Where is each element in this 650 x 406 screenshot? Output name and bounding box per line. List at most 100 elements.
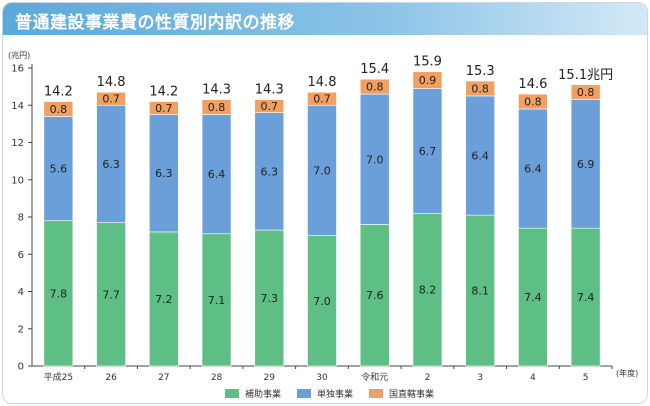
total-label-26: 14.8: [97, 75, 126, 90]
x-tick-label-平成25: 平成25: [44, 371, 73, 383]
x-tick-label-2: 2: [425, 373, 431, 383]
y-tick-label-16: 16: [11, 64, 24, 75]
total-label-4: 14.6: [518, 77, 547, 92]
value-label-国直轄事業-30: 0.7: [313, 93, 331, 106]
legend-swatch-hojo: [225, 389, 239, 398]
value-label-国直轄事業-平成25: 0.8: [50, 103, 68, 116]
value-label-単独事業-4: 6.4: [524, 163, 542, 176]
y-tick-label-10: 10: [11, 175, 24, 186]
value-label-補助事業-27: 7.2: [155, 293, 173, 306]
total-label-27: 14.2: [149, 85, 178, 100]
value-label-国直轄事業-26: 0.7: [102, 93, 120, 106]
value-label-補助事業-2: 8.2: [419, 284, 437, 297]
value-label-国直轄事業-5: 0.8: [577, 86, 595, 99]
value-label-補助事業-4: 7.4: [524, 291, 542, 304]
value-label-補助事業-平成25: 7.8: [50, 287, 68, 300]
y-tick-label-2: 2: [18, 324, 24, 335]
value-label-単独事業-26: 6.3: [102, 158, 120, 171]
x-tick-label-3: 3: [477, 373, 483, 383]
value-label-補助事業-5: 7.4: [577, 291, 595, 304]
value-label-国直轄事業-4: 0.8: [524, 96, 542, 109]
y-tick-label-4: 4: [18, 287, 24, 298]
value-label-国直轄事業-3: 0.8: [471, 82, 489, 95]
total-label-令和元: 15.4: [360, 62, 389, 77]
bar-補助事業-平成25: [43, 220, 74, 367]
value-label-補助事業-3: 8.1: [471, 285, 489, 298]
value-label-国直轄事業-令和元: 0.8: [366, 81, 384, 94]
bar-単独事業-29: [254, 112, 285, 231]
legend-swatch-tandoku: [297, 389, 312, 398]
bar-国直轄事業-5: [570, 84, 601, 100]
total-label-2: 15.9: [413, 55, 442, 70]
bar-補助事業-30: [307, 235, 337, 367]
total-label-29: 14.3: [255, 83, 284, 98]
value-label-単独事業-30: 7.0: [313, 164, 331, 177]
value-label-国直轄事業-28: 0.8: [208, 101, 226, 114]
bar-国直轄事業-27: [149, 101, 179, 115]
total-label-3: 15.3: [466, 64, 495, 79]
x-tick-label-26: 26: [105, 373, 117, 383]
value-label-補助事業-28: 7.1: [208, 294, 226, 307]
y-tick-label-14: 14: [11, 101, 24, 112]
chart-title: 普通建設事業費の性質別内訳の推移: [15, 13, 295, 33]
bar-補助事業-27: [149, 231, 179, 367]
bar-単独事業-27: [149, 114, 179, 233]
bar-補助事業-28: [201, 233, 232, 367]
total-label-28: 14.3: [202, 83, 231, 98]
x-tick-label-27: 27: [158, 373, 169, 383]
legend-item-tandoku: 単独事業: [297, 387, 353, 400]
bar-国直轄事業-平成25: [43, 101, 74, 117]
value-label-国直轄事業-2: 0.9: [419, 74, 437, 87]
y-axis-unit-label: (兆円): [8, 50, 30, 60]
bar-国直轄事業-28: [201, 99, 232, 115]
value-label-単独事業-2: 6.7: [419, 145, 437, 158]
bar-国直轄事業-30: [307, 91, 337, 106]
y-tick-label-8: 8: [18, 213, 24, 224]
total-label-30: 14.8: [308, 75, 337, 90]
bar-国直轄事業-3: [465, 80, 495, 97]
bar-国直轄事業-2: [412, 71, 443, 89]
bar-補助事業-5: [570, 227, 601, 367]
value-label-単独事業-5: 6.9: [577, 158, 595, 171]
bar-国直轄事業-令和元: [359, 78, 390, 95]
legend-item-hojo: 補助事業: [225, 387, 281, 400]
value-label-単独事業-令和元: 7.0: [366, 153, 384, 166]
x-axis-unit-label: (年度): [616, 368, 638, 378]
bar-単独事業-3: [465, 95, 495, 216]
bar-単独事業-2: [412, 88, 443, 214]
legend-label-chokkatsu: 国直轄事業: [389, 390, 435, 400]
y-tick-label-0: 0: [18, 362, 24, 373]
legend-label-tandoku: 単独事業: [317, 390, 354, 400]
x-tick-label-5: 5: [583, 373, 589, 383]
legend: 補助事業 単独事業 国直轄事業: [225, 387, 450, 400]
y-tick-label-12: 12: [11, 138, 24, 149]
bar-単独事業-28: [201, 114, 232, 235]
value-label-単独事業-3: 6.4: [471, 150, 489, 163]
bar-単独事業-5: [570, 99, 601, 229]
title-bar: 普通建設事業費の性質別内訳の推移: [3, 3, 647, 35]
bar-単独事業-令和元: [359, 93, 390, 225]
bar-補助事業-3: [465, 214, 495, 367]
bar-補助事業-2: [412, 212, 443, 367]
bar-国直轄事業-26: [96, 91, 126, 106]
total-label-平成25: 14.2: [44, 85, 73, 100]
value-label-単独事業-29: 6.3: [261, 165, 279, 178]
x-tick-label-令和元: 令和元: [361, 371, 388, 383]
total-label-5: 15.1兆円: [558, 68, 613, 83]
value-label-単独事業-27: 6.3: [155, 167, 173, 180]
value-label-国直轄事業-27: 0.7: [155, 102, 173, 115]
legend-label-hojo: 補助事業: [245, 390, 282, 400]
value-label-単独事業-28: 6.4: [208, 168, 226, 181]
x-tick-label-30: 30: [316, 373, 328, 383]
bar-単独事業-30: [307, 104, 337, 236]
value-label-補助事業-29: 7.3: [261, 292, 279, 305]
value-label-単独事業-平成25: 5.6: [50, 163, 68, 176]
x-tick-label-4: 4: [530, 373, 536, 383]
value-label-国直轄事業-29: 0.7: [261, 100, 279, 113]
y-tick-label-6: 6: [18, 250, 24, 261]
bar-補助事業-令和元: [359, 224, 390, 367]
legend-swatch-chokkatsu: [369, 389, 384, 398]
value-label-補助事業-26: 7.7: [102, 288, 120, 301]
bar-国直轄事業-29: [254, 99, 285, 113]
